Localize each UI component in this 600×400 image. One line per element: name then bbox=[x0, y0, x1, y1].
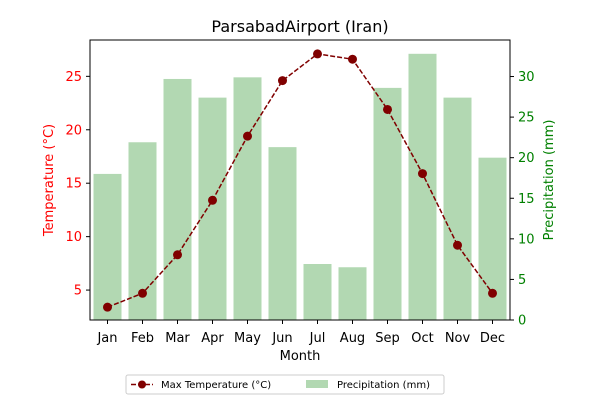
y-axis-right-label: Precipitation (mm) bbox=[542, 120, 557, 241]
bar-precipitation-jan bbox=[93, 173, 122, 320]
plot-frame bbox=[89, 39, 511, 321]
legend: Max Temperature (°C) Precipitation (mm) bbox=[125, 374, 445, 395]
precipitation-bars bbox=[93, 53, 507, 321]
bar-precipitation-apr bbox=[198, 97, 227, 320]
y-left-tick-label: 10 bbox=[65, 230, 82, 245]
x-tick-label: Feb bbox=[131, 331, 154, 346]
y-axis-left-label: Temperature (°C) bbox=[42, 124, 57, 237]
y-right-tick-label: 0 bbox=[518, 314, 526, 329]
legend-label-precipitation: Precipitation (mm) bbox=[337, 380, 430, 391]
y-left-tick-label: 20 bbox=[65, 123, 82, 138]
bar-precipitation-may bbox=[233, 77, 262, 320]
y-right-tick-label: 15 bbox=[518, 192, 535, 207]
y-left-tick-label: 25 bbox=[65, 70, 82, 85]
legend-line-marker bbox=[138, 380, 146, 389]
x-tick-label: Mar bbox=[165, 331, 190, 346]
y-right-tick-label: 25 bbox=[518, 111, 535, 126]
temperature-line bbox=[107, 53, 494, 308]
x-tick-label: Jul bbox=[309, 331, 326, 346]
x-tick-label: May bbox=[234, 331, 261, 346]
x-tick-label: Dec bbox=[480, 331, 505, 346]
y-left-tick-label: 5 bbox=[74, 284, 82, 299]
x-axis-label: Month bbox=[280, 349, 321, 364]
y-right-tick-label: 30 bbox=[518, 70, 535, 85]
bar-precipitation-nov bbox=[443, 97, 472, 320]
bar-precipitation-mar bbox=[163, 78, 192, 321]
x-tick-label: Nov bbox=[445, 331, 471, 346]
point-temperature-apr bbox=[208, 195, 217, 205]
point-temperature-nov bbox=[453, 240, 462, 250]
x-axis: Jan Feb Mar Apr May Jun Jul Aug Sep Oct Nov Dec bbox=[96, 320, 505, 346]
bar-precipitation-oct bbox=[408, 53, 437, 321]
x-tick-label: Oct bbox=[411, 331, 433, 346]
bar-precipitation-aug bbox=[338, 267, 367, 320]
point-temperature-aug bbox=[348, 54, 357, 64]
point-temperature-jun bbox=[278, 76, 287, 86]
y-axis-right: 0 5 10 15 20 25 30 bbox=[510, 70, 535, 329]
point-temperature-dec bbox=[488, 288, 497, 298]
y-right-tick-label: 10 bbox=[518, 232, 535, 247]
y-right-tick-label: 5 bbox=[518, 273, 526, 288]
point-temperature-jul bbox=[313, 49, 322, 59]
y-left-tick-label: 15 bbox=[65, 177, 82, 192]
legend-label-temperature: Max Temperature (°C) bbox=[161, 380, 271, 391]
point-temperature-mar bbox=[173, 250, 182, 260]
x-tick-label: Aug bbox=[340, 331, 365, 346]
y-right-tick-label: 20 bbox=[518, 151, 535, 166]
point-temperature-oct bbox=[418, 169, 427, 179]
chart-title: ParsabadAirport (Iran) bbox=[211, 17, 388, 36]
point-temperature-jan bbox=[103, 302, 112, 312]
point-temperature-may bbox=[243, 131, 252, 141]
point-temperature-sep bbox=[383, 104, 392, 114]
temperature-line-group bbox=[103, 49, 497, 312]
y-axis-left: 5 10 15 20 25 bbox=[65, 70, 90, 299]
bar-precipitation-jul bbox=[303, 264, 332, 320]
x-tick-label: Jun bbox=[271, 331, 292, 346]
point-temperature-feb bbox=[138, 288, 147, 298]
legend-bar-swatch bbox=[306, 380, 328, 388]
x-tick-label: Sep bbox=[375, 331, 400, 346]
legend-frame bbox=[125, 374, 445, 395]
x-tick-label: Apr bbox=[201, 331, 224, 346]
bar-precipitation-jun bbox=[268, 147, 297, 320]
x-tick-label: Jan bbox=[96, 331, 117, 346]
bar-precipitation-sep bbox=[373, 87, 402, 320]
